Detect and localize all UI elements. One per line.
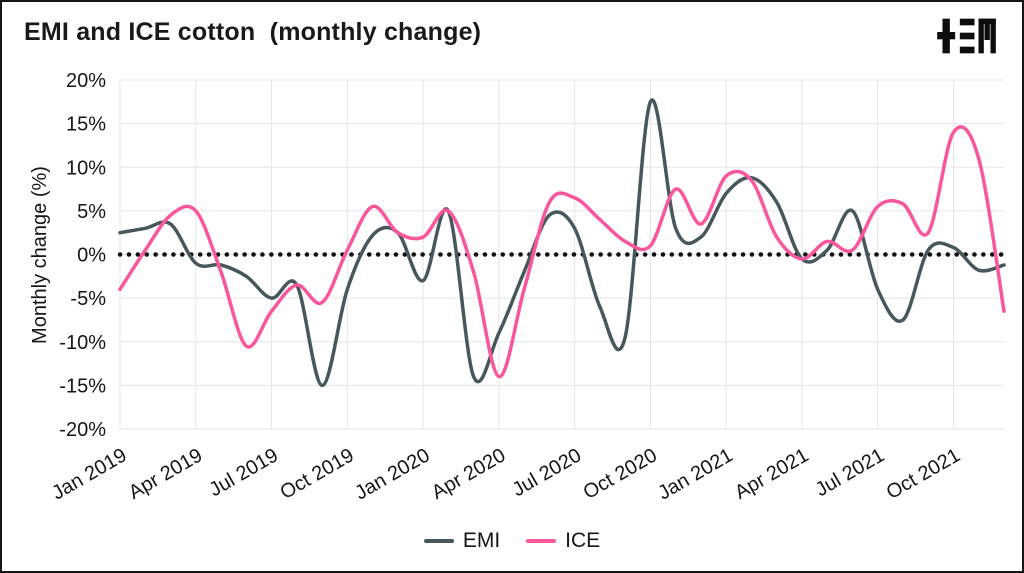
- y-tick-label: -10%: [59, 332, 106, 354]
- legend-label-emi: EMI: [462, 529, 501, 552]
- x-tick-label: Apr 2019: [125, 444, 206, 504]
- chart-legend: EMI ICE: [2, 526, 1022, 556]
- y-tick-label: -15%: [59, 375, 106, 397]
- y-tick-label: 10%: [66, 157, 106, 179]
- x-tick-label: Jul 2020: [509, 444, 585, 501]
- y-tick-label: 5%: [77, 201, 106, 223]
- y-tick-label: 0%: [77, 245, 106, 267]
- ice-line-path: [118, 125, 1006, 379]
- x-tick-label: Jan 2020: [351, 444, 433, 504]
- x-tick-label: Oct 2021: [883, 444, 964, 504]
- x-tick-label: Oct 2020: [580, 444, 661, 504]
- legend-label-ice: ICE: [565, 529, 601, 552]
- legend-swatch-emi: [423, 539, 454, 543]
- x-tick-label: Apr 2021: [731, 444, 812, 504]
- y-tick-label: -20%: [59, 419, 106, 441]
- legend-swatch-ice: [526, 539, 557, 543]
- x-tick-label: Jul 2019: [206, 444, 282, 501]
- legend-item-emi: EMI: [423, 529, 501, 553]
- x-tick-label: Oct 2019: [277, 444, 358, 504]
- y-axis-title: Monthly change (%): [29, 166, 51, 344]
- emi-line-path: [118, 98, 1006, 388]
- x-tick-label: Jan 2019: [48, 444, 130, 504]
- y-tick-label: -5%: [70, 288, 106, 310]
- chart-title: EMI and ICE cotton (monthly change): [24, 18, 482, 46]
- y-axis-tick-labels: 20% 15% 10% 5% 0% -5% -10% -15% -20%: [59, 70, 106, 441]
- legend-item-ice: ICE: [526, 529, 600, 553]
- x-tick-label: Jan 2021: [654, 444, 736, 504]
- y-tick-label: 15%: [66, 114, 106, 136]
- y-tick-label: 20%: [66, 70, 106, 92]
- tem-logo: [937, 18, 996, 54]
- x-tick-label: Jul 2021: [812, 444, 888, 501]
- x-tick-label: Apr 2020: [428, 444, 509, 504]
